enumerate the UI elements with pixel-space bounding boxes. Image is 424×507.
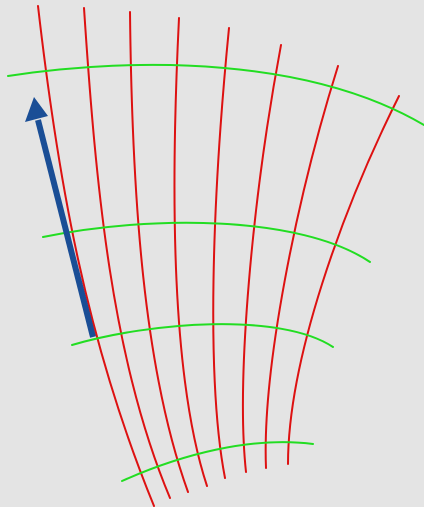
arc-line-2	[42, 221, 371, 263]
radial-line-7	[264, 65, 339, 469]
radial-line-6	[242, 44, 282, 473]
arc-lines	[7, 63, 424, 482]
arc-line-1	[7, 63, 424, 126]
arrow-head	[25, 97, 48, 122]
radial-line-2	[83, 7, 171, 499]
arc-line-3	[71, 323, 334, 348]
radial-line-8	[287, 95, 400, 465]
arrow-shaft	[35, 119, 96, 338]
radial-line-4	[173, 17, 208, 487]
radial-line-5	[212, 27, 230, 479]
radial-lines	[37, 5, 400, 507]
direction-arrow	[25, 97, 96, 338]
radial-line-3	[129, 11, 189, 493]
arc-line-4	[121, 441, 314, 482]
radial-line-1	[37, 5, 155, 507]
